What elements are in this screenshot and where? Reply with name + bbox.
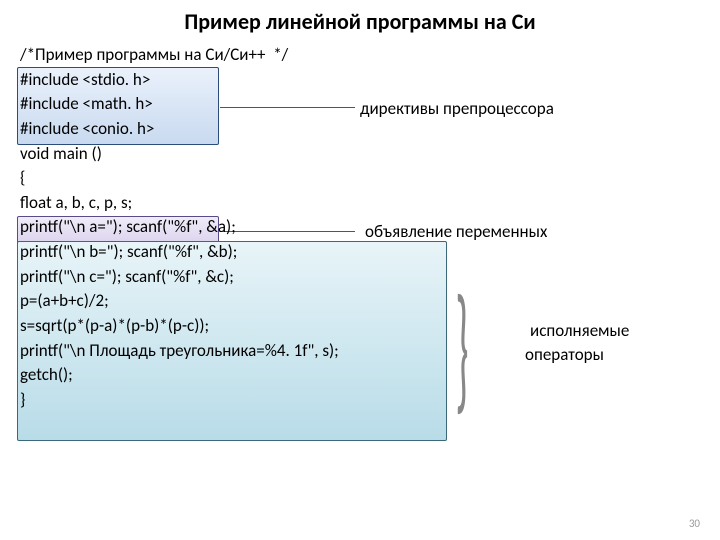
- code-line: {: [20, 166, 700, 191]
- code-line: void main (): [20, 142, 700, 167]
- code-line: printf("\n c="); scanf("%f", &c);: [20, 265, 700, 290]
- annotation-exec1: исполняемые: [530, 319, 629, 344]
- page-number: 30: [689, 517, 700, 530]
- annotation-exec2: операторы: [525, 343, 604, 368]
- code-line: printf("\n b="); scanf("%f", &b);: [20, 240, 700, 265]
- annotation-preprocessor: директивы препроцессора: [360, 97, 554, 122]
- code-line: float a, b, c, p, s;: [20, 191, 700, 216]
- code-line: }: [20, 388, 700, 413]
- code-line: printf("\n a="); scanf("%f", &a);: [20, 215, 700, 240]
- code-block: } /*Пример программы на Си/Си++ */ #incl…: [20, 43, 700, 413]
- code-line: /*Пример программы на Си/Си++ */: [20, 43, 700, 68]
- annotation-declaration: объявление переменных: [365, 220, 547, 245]
- code-line: #include <stdio. h>: [20, 68, 700, 93]
- code-line: p=(a+b+c)/2;: [20, 289, 700, 314]
- slide-title: Пример линейной программы на Си: [20, 8, 700, 35]
